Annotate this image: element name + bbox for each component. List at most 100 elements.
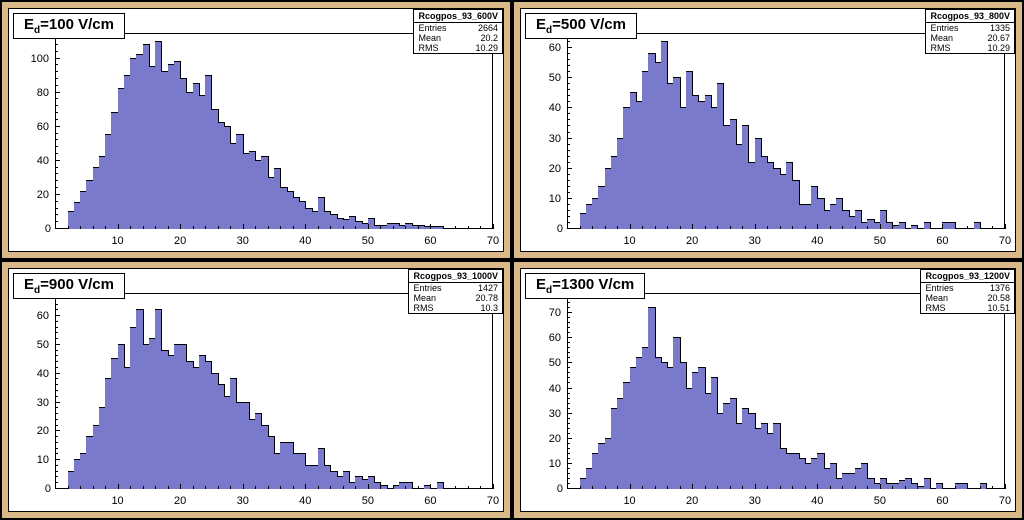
- y-tick-minor: [567, 483, 570, 484]
- x-tick-minor: [680, 226, 681, 229]
- x-tick-minor: [592, 486, 593, 489]
- y-tick-minor: [55, 309, 58, 310]
- y-tick-label: 40: [549, 102, 567, 114]
- y-tick-minor: [55, 119, 58, 120]
- x-tick-minor: [330, 486, 331, 489]
- x-tick-label: 10: [111, 235, 123, 247]
- x-tick-minor: [717, 486, 718, 489]
- stats-row: RMS10.3: [409, 303, 502, 313]
- x-tick-minor: [218, 486, 219, 489]
- y-tick-minor: [567, 95, 570, 96]
- x-tick-minor: [767, 486, 768, 489]
- x-tick-minor: [867, 486, 868, 489]
- y-tick-minor: [55, 390, 58, 391]
- x-tick-minor: [405, 486, 406, 489]
- x-tick-minor: [418, 226, 419, 229]
- y-tick: [567, 463, 572, 464]
- stats-row: Mean20.78: [409, 293, 502, 303]
- x-tick-minor: [293, 226, 294, 229]
- x-tick-minor: [617, 486, 618, 489]
- y-tick-minor: [567, 393, 570, 394]
- stats-key: Entries: [418, 23, 446, 33]
- y-tick-minor: [55, 361, 58, 362]
- x-tick-minor: [892, 226, 893, 229]
- x-tick-minor: [268, 226, 269, 229]
- y-tick-minor: [567, 367, 570, 368]
- x-tick-minor: [980, 486, 981, 489]
- x-tick-minor: [930, 226, 931, 229]
- x-tick: [880, 484, 881, 489]
- y-tick-minor: [567, 317, 570, 318]
- x-tick-minor: [205, 486, 206, 489]
- y-tick-minor: [55, 321, 58, 322]
- x-tick-minor: [393, 226, 394, 229]
- stats-box: Rcogpos_93_1200VEntries1376Mean20.58RMS1…: [920, 269, 1015, 314]
- stats-value: 20.2: [480, 33, 498, 43]
- chart-title: Ed=100 V/cm: [13, 13, 125, 39]
- x-tick-minor: [318, 226, 319, 229]
- x-tick-label: 50: [362, 235, 374, 247]
- stats-key: RMS: [925, 303, 945, 313]
- y-tick-minor: [567, 453, 570, 454]
- y-tick: [567, 77, 572, 78]
- y-tick-minor: [567, 398, 570, 399]
- y-tick: [55, 92, 60, 93]
- y-tick-minor: [567, 210, 570, 211]
- y-tick-minor: [567, 433, 570, 434]
- x-tick-minor: [830, 486, 831, 489]
- x-tick-label: 70: [487, 235, 499, 247]
- origin-label: 0: [45, 483, 55, 495]
- axis-line-right: [1004, 33, 1005, 229]
- x-tick-minor: [443, 486, 444, 489]
- y-tick-minor: [567, 222, 570, 223]
- stats-value: 1427: [478, 283, 498, 293]
- y-tick-label: 40: [37, 155, 55, 167]
- x-tick-minor: [230, 486, 231, 489]
- stats-row: Entries1376: [921, 283, 1014, 293]
- x-tick-minor: [93, 486, 94, 489]
- y-tick: [567, 388, 572, 389]
- x-tick-minor: [917, 486, 918, 489]
- y-tick-minor: [55, 133, 58, 134]
- y-tick-minor: [55, 338, 58, 339]
- y-tick-label: 30: [549, 408, 567, 420]
- y-tick-minor: [55, 355, 58, 356]
- y-tick-label: 50: [549, 72, 567, 84]
- y-tick-minor: [55, 367, 58, 368]
- y-tick-minor: [55, 139, 58, 140]
- x-tick-minor: [93, 226, 94, 229]
- y-tick-label: 20: [549, 433, 567, 445]
- y-tick: [55, 344, 60, 345]
- y-tick-minor: [567, 302, 570, 303]
- y-tick-minor: [55, 304, 58, 305]
- y-tick-label: 10: [549, 458, 567, 470]
- y-tick-minor: [567, 372, 570, 373]
- y-tick-minor: [55, 384, 58, 385]
- stats-key: Mean: [930, 33, 953, 43]
- y-tick: [567, 337, 572, 338]
- stats-name: Rcogpos_93_600V: [414, 10, 502, 23]
- x-tick-minor: [143, 226, 144, 229]
- stats-key: Mean: [413, 293, 436, 303]
- x-tick-minor: [393, 486, 394, 489]
- y-tick-minor: [567, 423, 570, 424]
- y-tick-minor: [567, 204, 570, 205]
- stats-row: Mean20.2: [414, 33, 502, 43]
- y-tick-minor: [567, 382, 570, 383]
- x-tick-minor: [642, 486, 643, 489]
- x-tick-minor: [105, 486, 106, 489]
- y-tick-minor: [567, 53, 570, 54]
- x-tick-minor: [905, 226, 906, 229]
- x-tick-minor: [730, 226, 731, 229]
- chart-region: 102030405060701020304050600: [55, 293, 493, 489]
- x-tick-minor: [892, 486, 893, 489]
- y-tick-label: 40: [37, 368, 55, 380]
- y-tick-minor: [567, 428, 570, 429]
- y-tick-label: 20: [37, 189, 55, 201]
- stats-key: RMS: [413, 303, 433, 313]
- stats-row: Mean20.67: [926, 33, 1014, 43]
- y-tick-minor: [55, 153, 58, 154]
- x-tick-label: 40: [299, 495, 311, 507]
- x-tick-minor: [443, 226, 444, 229]
- y-tick: [567, 413, 572, 414]
